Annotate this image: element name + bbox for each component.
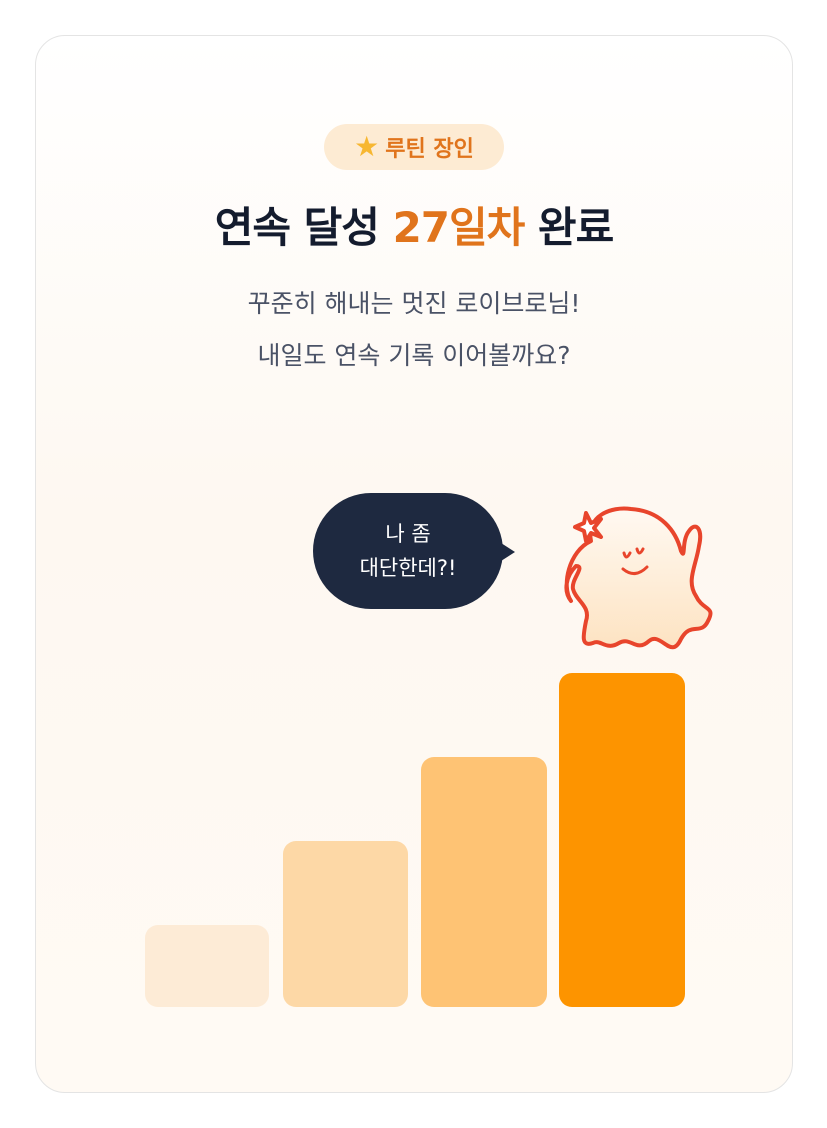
title-prefix: 연속 달성 (214, 203, 393, 252)
streak-bar-3 (421, 757, 547, 1007)
subtitle-line-2: 내일도 연속 기록 이어볼까요? (257, 341, 571, 370)
routine-master-badge: ★ 루틴 장인 (324, 124, 504, 170)
speech-line-1: 나 좀 (385, 522, 431, 546)
speech-bubble: 나 좀 대단한데?! (313, 493, 515, 609)
speech-line-2: 대단한데?! (359, 556, 457, 580)
streak-bar-2 (283, 841, 408, 1007)
streak-count: 27일차 (392, 203, 526, 252)
page-title: 연속 달성 27일차 완료 (36, 194, 792, 255)
subtitle-line-1: 꾸준히 해내는 멋진 로이브로님! (247, 289, 581, 318)
title-suffix: 완료 (524, 203, 614, 252)
badge-label: 루틴 장인 (385, 137, 474, 162)
star-icon: ★ (354, 130, 380, 163)
streak-bar-1 (145, 925, 269, 1007)
ghost-character-icon (564, 506, 713, 650)
streak-card: ★ 루틴 장인 연속 달성 27일차 완료 꾸준히 해내는 멋진 로이브로님! … (35, 35, 793, 1093)
streak-bar-4 (559, 673, 685, 1007)
